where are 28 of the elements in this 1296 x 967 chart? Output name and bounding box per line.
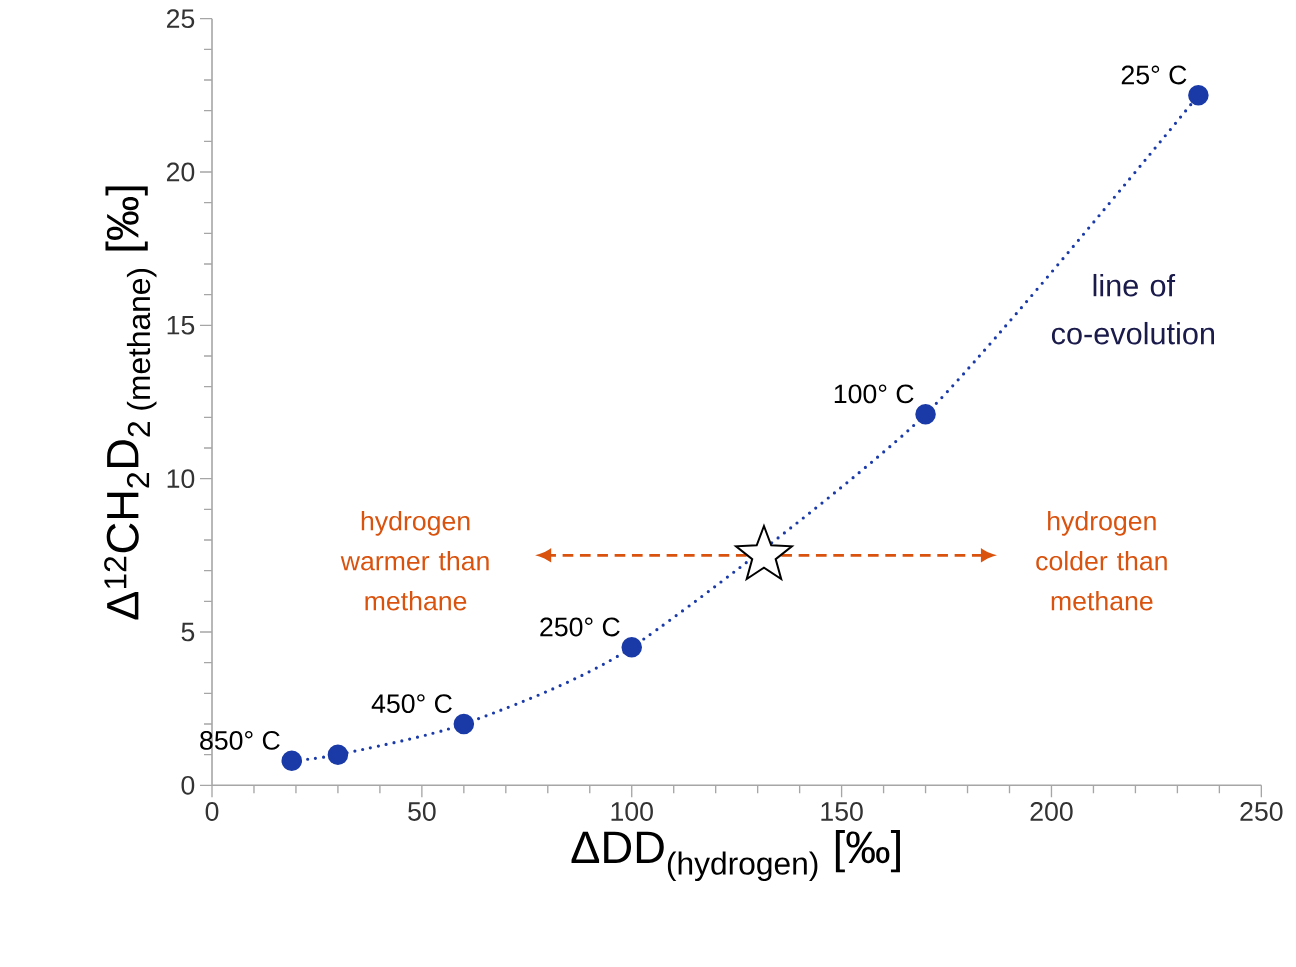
- y-tick-label: 15: [167, 316, 195, 335]
- annotation: 250° C: [540, 617, 620, 637]
- point: [1188, 85, 1209, 106]
- x-tick-label: 200: [1030, 802, 1073, 822]
- y-axis-title: Δ$^{12}$CH$_{2}$D$_{2 (methane)}$ [‰]: [104, 186, 157, 620]
- annotation: 850° C: [200, 731, 280, 751]
- annotation: 100° C: [834, 384, 914, 404]
- x-tick-label: 50: [408, 802, 436, 822]
- point: [327, 744, 349, 766]
- point: [621, 637, 643, 658]
- x-tick-label: 100: [611, 802, 653, 822]
- annotation: hydrogen warmer than methane: [340, 511, 489, 611]
- y-tick-label: 20: [166, 162, 195, 182]
- annotation: 450° C: [371, 694, 452, 714]
- x-axis-title: ΔDD$_{(hydrogen)}$ [‰]: [571, 830, 900, 882]
- x-tick-label: 150: [821, 802, 863, 822]
- point: [281, 750, 303, 772]
- annotation: line of co-evolution: [1051, 274, 1214, 345]
- y-tick-label: 25: [166, 9, 195, 29]
- x-tick-label: 250: [1240, 802, 1283, 822]
- y-tick-label: 5: [181, 622, 195, 642]
- y-tick-label: 10: [167, 469, 195, 489]
- point: [915, 404, 936, 425]
- annotation: hydrogen colder than methane: [1036, 511, 1167, 611]
- y-tick-label: 0: [181, 776, 195, 795]
- annotation: 25° C: [1121, 65, 1187, 85]
- point: [453, 713, 475, 735]
- x-tick-label: 0: [205, 802, 219, 822]
